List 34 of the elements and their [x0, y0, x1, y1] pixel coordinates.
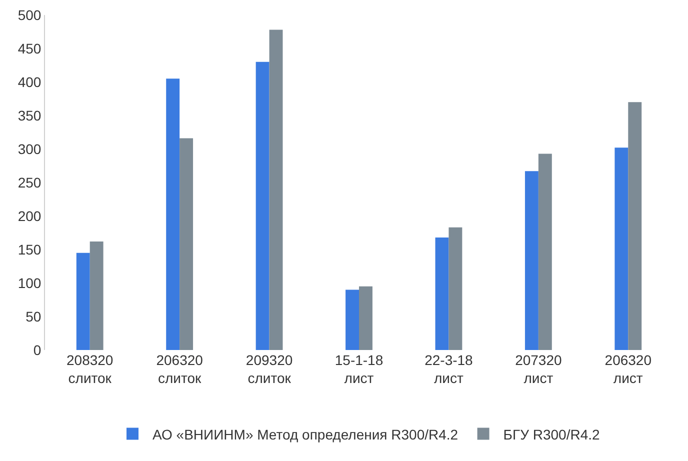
bar [435, 237, 449, 350]
bar [166, 78, 180, 350]
bar [90, 241, 104, 350]
bar [614, 148, 628, 350]
bar [538, 154, 552, 350]
bar [76, 252, 90, 350]
y-tick-label: 400 [18, 74, 42, 90]
x-tick-label: 15-1-18 лист [334, 352, 384, 386]
legend-label: АО «ВНИИНМ» Метод определения R300/R4.2 [152, 426, 458, 442]
y-tick-label: 450 [18, 40, 42, 56]
x-tick-label: 206320 слиток [156, 352, 204, 386]
y-tick-label: 50 [26, 308, 42, 324]
y-tick-label: 500 [18, 6, 42, 23]
bar [256, 62, 270, 350]
y-tick-label: 350 [18, 107, 42, 124]
y-tick-label: 300 [18, 140, 42, 157]
x-tick-label: 206320 лист [604, 352, 652, 386]
y-tick-label: 250 [18, 174, 42, 190]
x-tick-label: 208320 слиток [66, 352, 114, 386]
bar [359, 286, 372, 350]
x-tick-label: 207320 лист [515, 352, 562, 386]
y-tick-label: 0 [33, 342, 42, 358]
bar [269, 30, 283, 350]
bar [180, 138, 194, 350]
bar [448, 227, 462, 350]
bar [524, 171, 538, 350]
y-tick-label: 100 [18, 274, 42, 291]
bar [346, 290, 359, 350]
y-tick-label: 200 [18, 208, 42, 224]
bar [628, 102, 642, 350]
y-tick-label: 150 [18, 241, 42, 258]
legend-label: БГУ R300/R4.2 [503, 426, 600, 442]
x-tick-label: 22-3-18 лист [424, 352, 474, 386]
x-tick-label: 209320 слиток [246, 352, 293, 386]
